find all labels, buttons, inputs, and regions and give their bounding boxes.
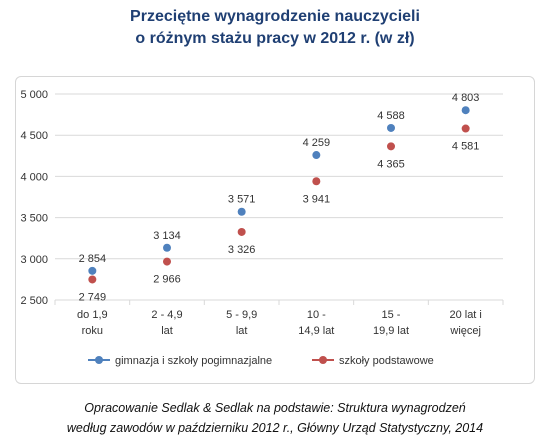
point-series-1	[387, 123, 395, 132]
y-tick-label: 4 000	[20, 171, 48, 183]
legend-label-series-2: szkoły podstawowe	[339, 355, 434, 367]
x-tick-label: roku	[82, 325, 103, 337]
point-series-1	[163, 243, 171, 252]
chart-title-line-2: o różnym stażu pracy w 2012 r. (w zł)	[135, 30, 415, 47]
data-label-series-1: 3 134	[153, 230, 181, 242]
point-series-1	[237, 207, 246, 216]
point-series-2	[387, 142, 395, 151]
source-note: Opracowanie Sedlak & Sedlak na podstawie…	[0, 398, 550, 438]
data-label-series-1: 4 259	[303, 137, 331, 149]
y-tick-label: 2 500	[20, 295, 48, 307]
y-tick-label: 3 000	[20, 254, 48, 266]
x-tick-label: 19,9 lat	[373, 325, 409, 337]
x-tick-label: 20 lat i	[449, 309, 481, 321]
chart-panel	[15, 76, 535, 384]
x-tick-label: 2 - 4,9	[151, 309, 182, 321]
data-label-series-2: 2 966	[153, 274, 181, 286]
x-tick-label: lat	[161, 325, 173, 337]
y-tick-label: 3 500	[20, 213, 48, 225]
point-series-2	[88, 275, 97, 284]
y-tick-label: 4 500	[20, 130, 48, 142]
data-label-series-1: 2 854	[79, 253, 107, 265]
legend-marker-series-2	[319, 356, 327, 364]
data-label-series-2: 3 941	[303, 193, 331, 205]
point-series-1	[461, 106, 470, 115]
x-tick-label: 10 -	[307, 309, 326, 321]
x-tick-label: do 1,9	[77, 309, 108, 321]
x-tick-label: 14,9 lat	[298, 325, 334, 337]
point-series-2	[461, 124, 470, 133]
data-label-series-2: 4 365	[377, 158, 405, 170]
point-series-2	[163, 257, 171, 266]
x-tick-label: lat	[236, 325, 248, 337]
data-label-series-1: 4 803	[452, 92, 480, 104]
point-series-1	[88, 266, 97, 275]
point-series-1	[312, 151, 321, 160]
data-label-series-2: 2 749	[79, 291, 107, 303]
y-tick-label: 5 000	[20, 89, 48, 101]
data-label-series-1: 4 588	[377, 110, 405, 122]
legend-marker-series-1	[95, 356, 103, 364]
chart-title: Przeciętne wynagrodzenie nauczycieli o r…	[0, 6, 550, 50]
legend-label-series-1: gimnazja i szkoły pogimnazjalne	[115, 355, 272, 367]
source-line-2: według zawodów w październiku 2012 r., G…	[66, 421, 484, 435]
point-series-2	[237, 227, 246, 236]
x-tick-label: więcej	[449, 325, 481, 337]
point-series-2	[312, 177, 321, 186]
x-tick-label: 5 - 9,9	[226, 309, 257, 321]
data-label-series-2: 3 326	[228, 244, 256, 256]
x-tick-label: 15 -	[382, 309, 401, 321]
data-label-series-2: 4 581	[452, 141, 480, 153]
data-label-series-1: 3 571	[228, 194, 256, 206]
chart-title-line-1: Przeciętne wynagrodzenie nauczycieli	[130, 8, 420, 25]
source-line-1: Opracowanie Sedlak & Sedlak na podstawie…	[84, 401, 466, 415]
